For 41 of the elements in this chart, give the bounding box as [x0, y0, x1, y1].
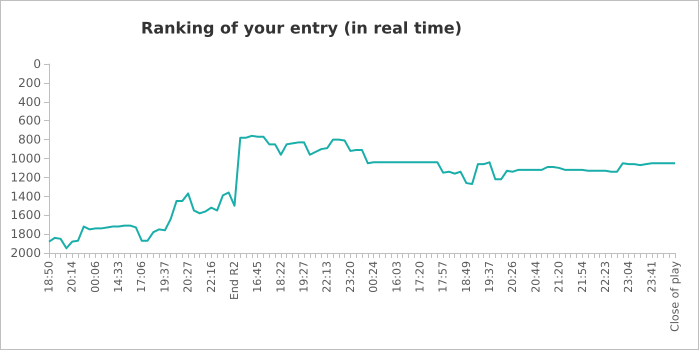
x-tick-label: 20:14	[66, 261, 79, 293]
x-tick-label: 23:20	[344, 261, 357, 293]
y-tick-label: 400	[18, 94, 41, 109]
x-tick-label: Close of play	[668, 260, 682, 332]
x-tick-label: 21:54	[576, 261, 589, 293]
x-tick-label: 20:27	[182, 261, 195, 293]
x-tick-label: 16:45	[251, 261, 264, 293]
x-tick-label: 18:22	[274, 261, 288, 293]
x-tick-label: 18:50	[42, 261, 56, 293]
x-tick-label: 16:03	[390, 261, 404, 293]
x-tick-label: 23:41	[645, 261, 658, 293]
x-tick-label: 22:23	[598, 261, 612, 293]
y-tick-label: 800	[18, 132, 41, 147]
chart-title: Ranking of your entry (in real time)	[141, 18, 462, 38]
x-tick-label: 17:20	[413, 261, 426, 293]
x-tick-label: 14:33	[112, 261, 126, 293]
y-tick-label: 1400	[10, 189, 41, 204]
x-tick-label: 22:13	[320, 261, 334, 293]
line-series	[48, 134, 676, 250]
x-tick-label: 19:37	[483, 261, 496, 293]
y-tick-label: 200	[18, 76, 41, 90]
x-tick-label: 20:44	[529, 261, 542, 293]
y-tick-label: 1000	[10, 152, 41, 166]
x-tick-label: 00:06	[88, 261, 102, 293]
y-tick-label: 1200	[10, 170, 41, 184]
x-tick-label: 00:24	[367, 261, 380, 293]
x-tick-label: 20:26	[506, 261, 520, 293]
x-tick-label: 22:16	[204, 261, 218, 293]
x-tick-label: 17:57	[436, 261, 450, 293]
y-tick-label: 1800	[10, 227, 41, 242]
y-tick-label: 1600	[10, 208, 41, 222]
x-tick-label: 17:06	[135, 261, 148, 293]
x-tick-label: 19:27	[298, 261, 311, 293]
x-tick-label: 19:37	[158, 261, 172, 293]
x-tick-label: End R2	[228, 261, 241, 300]
y-tick-label: 0	[33, 57, 41, 71]
y-tick-label: 2000	[10, 246, 41, 260]
x-tick-label: 18:49	[460, 261, 473, 293]
y-tick-label: 600	[18, 114, 41, 128]
x-tick-label: 23:04	[622, 261, 636, 293]
x-tick-label: 21:20	[552, 261, 566, 293]
